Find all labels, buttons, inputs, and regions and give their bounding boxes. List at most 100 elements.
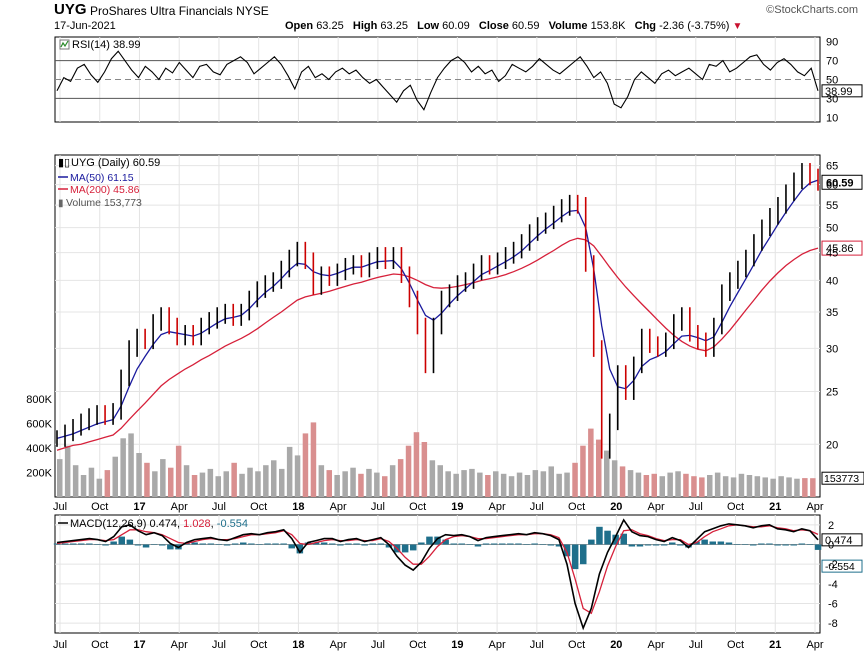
x-tick-label: Jul [371,639,385,651]
volume-bar [263,465,269,497]
ticker-symbol: UYG [54,1,87,18]
volume-last-box [821,471,864,485]
volume-bar [699,477,705,497]
volume-bar [80,475,87,497]
macd-panel-frame [54,514,821,634]
price-y-tick: 60 [826,180,838,192]
macd-histogram-bar [361,544,368,546]
x-tick-label-price: Jul [689,501,703,513]
price-y-tick: 30 [826,343,838,355]
x-tick-label: Apr [806,639,823,651]
macd-histogram-bar [329,543,336,545]
volume-bar [429,460,436,497]
x-tick-label: Jul [53,639,67,651]
macd-histogram-bar [563,544,571,557]
volume-bar [175,445,182,497]
macd-histogram-bar [248,543,255,545]
macd-histogram-bar [571,544,579,570]
volume-bar [397,459,404,497]
volume-bar [469,468,475,497]
price-y-tick: 45 [826,248,838,260]
macd-histogram-bar [369,543,376,545]
macd-histogram-bar [547,544,555,546]
volume-bar [651,473,657,497]
macd-histogram-bar [296,544,304,554]
macd-legend-label: MACD(12,26,9) [70,518,146,530]
price-y-tick: 65 [826,161,838,173]
volume-bar [112,456,118,497]
stockcharts-brand[interactable]: ©StockCharts.com [766,4,858,16]
macd-histogram-bar [159,544,166,546]
macd-histogram-bar [134,544,142,546]
volume-bar [453,473,459,497]
price-y-tick: 25 [826,387,838,399]
x-tick-label-price: 20 [610,501,622,513]
volume-bar [596,439,602,497]
macd-histogram-bar [774,544,781,546]
macd-histogram-bar [814,544,822,550]
macd-histogram-bar [223,544,231,546]
volume-bar [604,450,610,497]
macd-histogram-bar [709,541,716,545]
rsi-y-tick: 10 [826,112,838,124]
macd-histogram-bar [337,544,344,546]
volume-bar [57,459,63,497]
volume-bar [231,462,237,497]
macd-histogram-bar [612,534,619,545]
macd-histogram-bar [539,544,546,545]
volume-bar [659,476,665,497]
macd-y-tick: -8 [828,618,838,630]
x-tick-label: Jul [212,639,226,651]
macd-histogram-bar [70,543,77,545]
macd-histogram-bar [482,543,490,545]
x-tick-label: 19 [451,639,463,651]
macd-histogram-bar [555,544,563,547]
volume-bar [619,466,626,497]
volume-bar [722,476,729,497]
x-tick-label: 20 [610,639,622,651]
volume-bar [374,472,380,497]
rsi-y-tick: 90 [826,37,838,49]
volume-y-tick: 200K [26,468,52,480]
macd-histogram-bar [199,543,206,545]
macd-y-tick: 2 [828,520,834,532]
axis-labels: Jul Jul Oct Oct 17 17 Apr Apr Jul Jul Oct Oct 18 18 Ap… [26,37,838,651]
volume-bar [120,438,126,497]
volume-bar [580,445,586,497]
volume-bar [802,478,808,497]
macd-histogram-bar [669,542,676,545]
volume-bar [88,467,95,497]
volume-bar [215,476,221,497]
volume-bar [366,468,372,497]
rsi-legend-text: RSI(14) 38.99 [72,39,140,51]
macd-histogram-bar [345,543,352,545]
low-value: 60.09 [442,20,470,32]
macd-histogram-bar [191,542,198,545]
x-tick-label-price: Apr [489,501,506,513]
fund-name: ProShares Ultra Financials NYSE [90,4,269,18]
macd-histogram-bar [272,543,279,545]
macd-histogram-bar [280,543,287,545]
volume-bar [683,473,689,497]
macd-histogram-bar [418,542,425,545]
rsi-y-tick: 50 [826,75,838,87]
quote-bar: Open 63.25 High 63.25 Low 60.09 Close 60… [285,20,742,32]
macd-histogram-bar [580,544,587,565]
volume-legend-icon: ▮ [58,198,64,209]
x-tick-label-price: Jul [371,501,385,513]
macd-histogram-bar [490,543,498,545]
price-y-tick: 55 [826,200,838,212]
macd-line [56,518,819,631]
macd-histogram-bar [644,544,652,546]
macd-histogram-bar [231,543,239,545]
macd-histogram-bar [377,543,385,545]
rsi-y-tick: 70 [826,56,838,68]
rsi-legend: RSI(14) 38.99 [59,39,140,51]
macd-histogram-bar [78,543,85,545]
volume-bar [199,472,206,497]
volume-bar [778,476,784,497]
volume-bar [810,478,816,497]
hist-last-box [821,559,863,573]
exchange-label: NYSE [236,4,269,18]
